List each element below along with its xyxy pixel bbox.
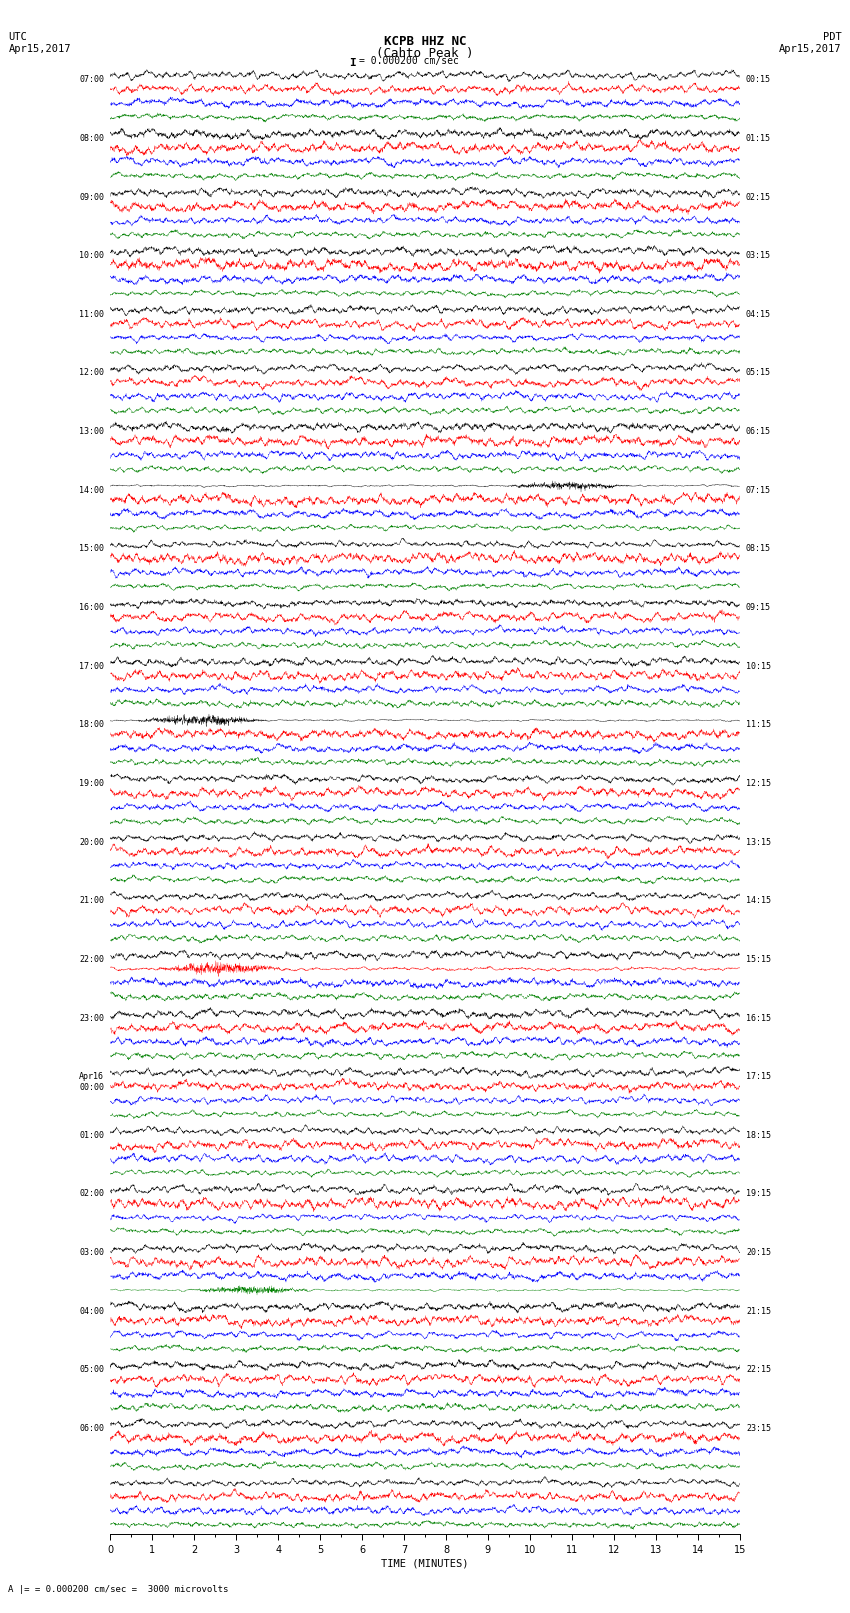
Text: 05:00: 05:00 <box>79 1366 104 1374</box>
Text: 14:00: 14:00 <box>79 486 104 495</box>
Text: 23:15: 23:15 <box>746 1424 771 1432</box>
Text: 11:00: 11:00 <box>79 310 104 319</box>
Text: 00:15: 00:15 <box>746 76 771 84</box>
Text: 08:00: 08:00 <box>79 134 104 144</box>
Text: 05:15: 05:15 <box>746 368 771 377</box>
Text: 13:00: 13:00 <box>79 427 104 436</box>
Text: 21:00: 21:00 <box>79 897 104 905</box>
Text: 02:00: 02:00 <box>79 1189 104 1198</box>
Text: 03:15: 03:15 <box>746 252 771 260</box>
Text: 16:00: 16:00 <box>79 603 104 611</box>
Text: 22:00: 22:00 <box>79 955 104 965</box>
Text: 09:00: 09:00 <box>79 192 104 202</box>
Text: 07:15: 07:15 <box>746 486 771 495</box>
Text: (Cahto Peak ): (Cahto Peak ) <box>377 47 473 60</box>
Text: 04:15: 04:15 <box>746 310 771 319</box>
Text: Apr15,2017: Apr15,2017 <box>8 44 71 53</box>
Text: 22:15: 22:15 <box>746 1366 771 1374</box>
Text: 09:15: 09:15 <box>746 603 771 611</box>
Text: 11:15: 11:15 <box>746 721 771 729</box>
Text: 01:15: 01:15 <box>746 134 771 144</box>
Text: 17:00: 17:00 <box>79 661 104 671</box>
Text: 21:15: 21:15 <box>746 1307 771 1316</box>
Text: 03:00: 03:00 <box>79 1248 104 1257</box>
Text: 20:00: 20:00 <box>79 837 104 847</box>
Text: 13:15: 13:15 <box>746 837 771 847</box>
Text: Apr15,2017: Apr15,2017 <box>779 44 842 53</box>
Text: 02:15: 02:15 <box>746 192 771 202</box>
Text: A |= = 0.000200 cm/sec =  3000 microvolts: A |= = 0.000200 cm/sec = 3000 microvolts <box>8 1584 229 1594</box>
Text: 15:00: 15:00 <box>79 544 104 553</box>
Text: 10:00: 10:00 <box>79 252 104 260</box>
Text: 04:00: 04:00 <box>79 1307 104 1316</box>
Text: 14:15: 14:15 <box>746 897 771 905</box>
Text: 19:15: 19:15 <box>746 1189 771 1198</box>
Text: UTC: UTC <box>8 32 27 42</box>
Text: 07:00: 07:00 <box>79 76 104 84</box>
Text: 12:00: 12:00 <box>79 368 104 377</box>
Text: 15:15: 15:15 <box>746 955 771 965</box>
Text: 20:15: 20:15 <box>746 1248 771 1257</box>
Text: 19:00: 19:00 <box>79 779 104 789</box>
Text: 18:00: 18:00 <box>79 721 104 729</box>
Text: 23:00: 23:00 <box>79 1013 104 1023</box>
Text: I: I <box>349 58 356 68</box>
X-axis label: TIME (MINUTES): TIME (MINUTES) <box>382 1560 468 1569</box>
Text: PDT: PDT <box>823 32 842 42</box>
Text: 17:15: 17:15 <box>746 1073 771 1081</box>
Text: 01:00: 01:00 <box>79 1131 104 1140</box>
Text: 16:15: 16:15 <box>746 1013 771 1023</box>
Text: 06:00: 06:00 <box>79 1424 104 1432</box>
Text: = 0.000200 cm/sec: = 0.000200 cm/sec <box>359 56 459 66</box>
Text: 10:15: 10:15 <box>746 661 771 671</box>
Text: 18:15: 18:15 <box>746 1131 771 1140</box>
Text: Apr16
00:00: Apr16 00:00 <box>79 1073 104 1092</box>
Text: 12:15: 12:15 <box>746 779 771 789</box>
Text: 08:15: 08:15 <box>746 544 771 553</box>
Text: KCPB HHZ NC: KCPB HHZ NC <box>383 35 467 48</box>
Text: 06:15: 06:15 <box>746 427 771 436</box>
